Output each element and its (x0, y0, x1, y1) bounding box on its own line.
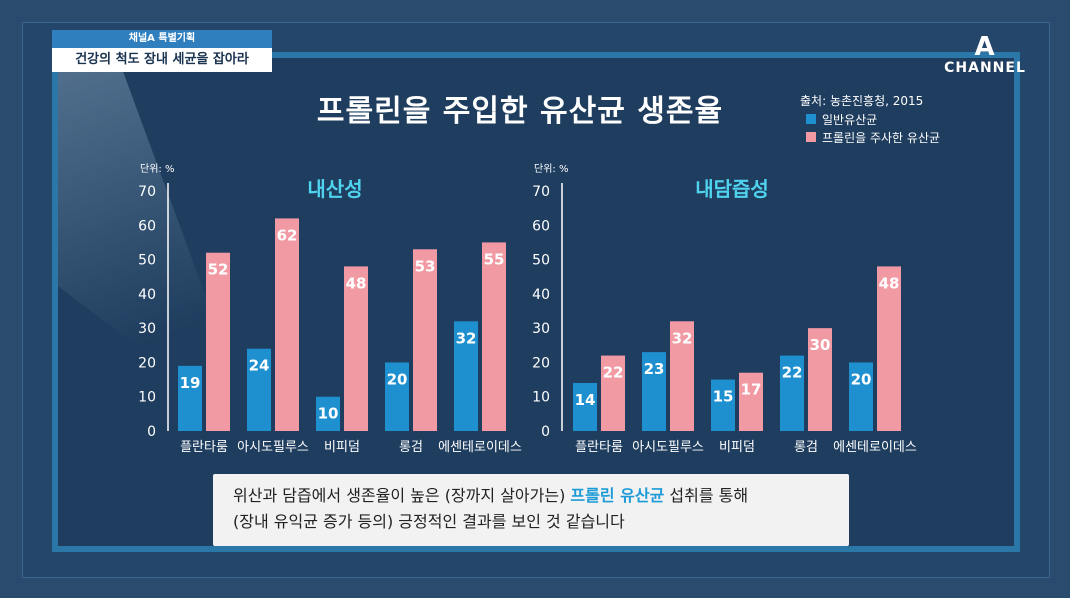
chart-1-bar-proline (413, 249, 437, 431)
chart-1-data-label: 52 (208, 261, 229, 279)
chart-2-data-label: 23 (644, 360, 665, 378)
chart-2-bar-proline (808, 328, 832, 431)
chart-2-y-tick: 70 (532, 184, 550, 200)
chart-2-bar-proline (670, 321, 694, 431)
chart-2-data-label: 30 (810, 336, 831, 354)
legend-item-proline: 프롤린을 주사한 유산균 (806, 128, 940, 146)
chart-1-data-label: 48 (346, 274, 367, 292)
chart-2-bar-normal (573, 383, 597, 431)
chart-2-bar-proline (739, 372, 763, 431)
chart-1-bar-proline (206, 252, 230, 431)
chart-2-y-tick: 10 (532, 390, 550, 406)
chart-1-data-label: 19 (180, 374, 201, 392)
chart-2-unit-label: 단위: % (534, 162, 568, 175)
chart-2-bar-normal (849, 362, 873, 431)
chart-1-y-tick: 40 (138, 287, 156, 303)
chart-1-category-label: 비피덤 (324, 440, 360, 455)
channel-logo-mark: A (974, 32, 996, 62)
chart-1-bar-proline (275, 218, 299, 431)
chart-2-bar-proline (601, 355, 625, 431)
chart-1-bar-normal (385, 362, 409, 431)
caption-line-2: (장내 유익균 증가 등의) 긍정적인 결과를 보인 것 같습니다 (233, 512, 625, 531)
chart-2-bar-normal (711, 379, 735, 431)
chart-1-y-tick: 50 (138, 253, 156, 269)
chart-2-bar-proline (877, 266, 901, 431)
chart-1-data-label: 32 (456, 329, 477, 347)
chart-1-data-label: 20 (387, 370, 408, 388)
chart-2-bar-normal (642, 352, 666, 431)
chart-2-title: 내담즙성 (695, 177, 769, 201)
chart-2-data-label: 48 (879, 274, 900, 292)
chart-2-category-label: 플란타룸 (575, 440, 623, 455)
chart-1-data-label: 24 (249, 357, 270, 375)
legend-swatch-proline (806, 132, 816, 142)
chart-2-data-label: 22 (603, 364, 624, 382)
chart-2-category-label: 롱검 (794, 440, 818, 455)
chart-1-bar-normal (316, 396, 340, 431)
chart-2-data-label: 20 (851, 370, 872, 388)
chart-2-category-label: 아시도필루스 (632, 440, 704, 455)
program-tag-title: 건강의 척도 장내 세균을 잡아라 (52, 48, 272, 72)
chart-1-bar-proline (482, 242, 506, 431)
chart-2-data-label: 17 (741, 381, 762, 399)
chart-1-bar-normal (454, 321, 478, 431)
channel-logo: A CHANNEL (940, 34, 1030, 78)
legend-swatch-normal (806, 114, 816, 124)
chart-1-data-label: 62 (277, 226, 298, 244)
program-tag-top: 채널A 특별기획 (52, 30, 272, 48)
chart-1-y-tick: 20 (138, 355, 156, 371)
legend-label-proline: 프롤린을 주사한 유산균 (822, 130, 941, 145)
chart-1-category-label: 에센테로이데스 (438, 440, 522, 455)
chart-1-y-tick: 0 (147, 424, 156, 440)
chart-1-unit-label: 단위: % (140, 162, 174, 175)
chart-2-y-tick: 0 (541, 424, 550, 440)
chart-2-bar-normal (780, 355, 804, 431)
page-title: 프롤린을 주입한 유산균 생존율 (316, 94, 724, 129)
chart-1-bar-normal (178, 365, 202, 431)
chart-1-y-tick: 10 (138, 390, 156, 406)
caption-line-1-post: 섭취를 통해 (664, 486, 749, 505)
chart-2-y-tick: 20 (532, 355, 550, 371)
chart-2-category-label: 에센테로이데스 (833, 440, 917, 455)
chart-2-y-tick: 60 (532, 218, 550, 234)
caption-line-1: 위산과 담즙에서 생존율이 높은 (장까지 살아가는) 프롤린 유산균 섭취를 … (233, 483, 849, 509)
chart-1-data-label: 55 (484, 250, 505, 268)
chart-1-category-label: 플란타룸 (180, 440, 228, 455)
channel-logo-text: CHANNEL (944, 60, 1026, 76)
chart-1-category-label: 아시도필루스 (237, 440, 309, 455)
legend-item-normal: 일반유산균 (806, 110, 940, 128)
chart-1-y-tick: 70 (138, 184, 156, 200)
legend-label-normal: 일반유산균 (822, 112, 878, 127)
chart-1-bar-normal (247, 348, 271, 431)
chart-1-y-tick: 30 (138, 321, 156, 337)
chart-1-data-label: 10 (318, 405, 339, 423)
caption-line-1-pre: 위산과 담즙에서 생존율이 높은 (장까지 살아가는) (233, 486, 571, 505)
chart-2-data-label: 15 (713, 388, 734, 406)
source-note: 출처: 농촌진흥청, 2015 (800, 94, 924, 108)
caption-highlight: 프롤린 유산균 (570, 486, 665, 505)
chart-2-category-label: 비피덤 (719, 440, 755, 455)
program-tag: 채널A 특별기획 건강의 척도 장내 세균을 잡아라 (52, 30, 272, 72)
chart-2-data-label: 22 (782, 364, 803, 382)
chart-2-y-tick: 30 (532, 321, 550, 337)
chart-2-data-label: 32 (672, 329, 693, 347)
chart-2-y-tick: 50 (532, 253, 550, 269)
chart-1-bar-proline (344, 266, 368, 431)
caption-box: 위산과 담즙에서 생존율이 높은 (장까지 살아가는) 프롤린 유산균 섭취를 … (213, 474, 849, 546)
legend: 일반유산균 프롤린을 주사한 유산균 (806, 110, 940, 146)
chart-1-data-label: 53 (415, 257, 436, 275)
chart-2-data-label: 14 (575, 391, 596, 409)
chart-1-category-label: 롱검 (399, 440, 423, 455)
chart-2-y-tick: 40 (532, 287, 550, 303)
chart-1-title: 내산성 (307, 177, 362, 201)
chart-1-y-tick: 60 (138, 218, 156, 234)
